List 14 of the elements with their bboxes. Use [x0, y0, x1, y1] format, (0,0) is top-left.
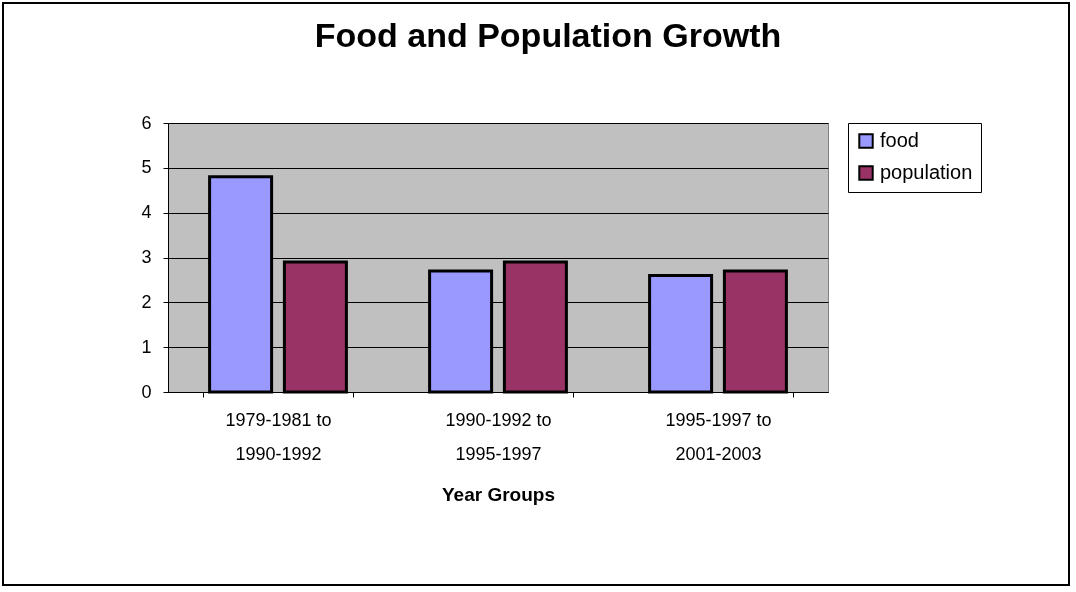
y-tick-label: 2 [141, 291, 152, 312]
legend-label: population [880, 161, 973, 183]
y-tick-label: 3 [141, 247, 152, 267]
x-tick-label: 1990-1992 to 1995-1997 [445, 409, 552, 464]
y-tick-label: 6 [141, 112, 152, 133]
y-tick-label: 0 [141, 381, 152, 402]
x-tick-label: 1995-1997 to 2001-2003 [665, 409, 772, 464]
y-tick-label: 5 [141, 157, 152, 178]
legend-label: food [880, 129, 919, 151]
y-tick-label: 4 [141, 202, 152, 223]
chart-title: Food and Population Growth [314, 16, 782, 54]
x-axis-title: Year Groups [442, 483, 555, 505]
x-tick-label: 1979-1981 to 1990-1992 [225, 409, 332, 464]
y-tick-label: 1 [141, 336, 152, 357]
